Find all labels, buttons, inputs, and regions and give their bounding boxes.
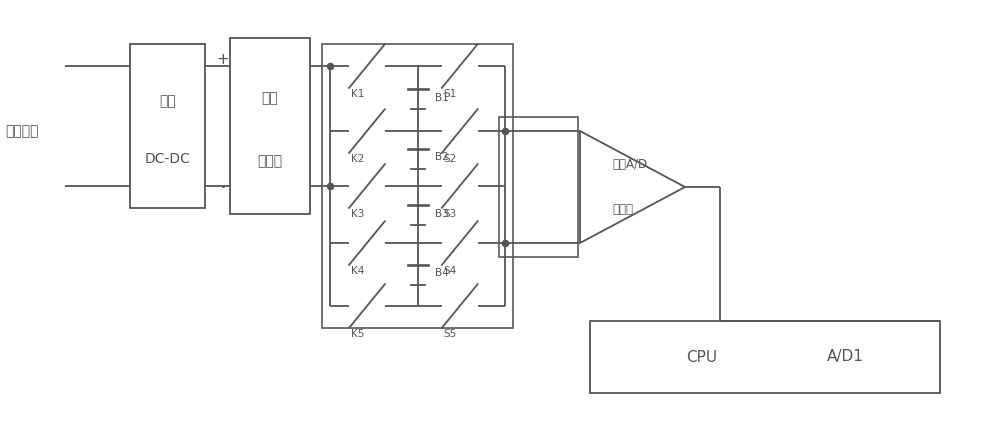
Bar <box>590 321 940 393</box>
Text: S2: S2 <box>444 154 457 164</box>
Text: K3: K3 <box>351 209 364 219</box>
Text: S5: S5 <box>444 329 457 339</box>
Text: 极性: 极性 <box>262 91 278 105</box>
Text: K5: K5 <box>351 329 364 339</box>
Bar <box>230 38 310 214</box>
Text: DC-DC: DC-DC <box>145 152 190 166</box>
Text: 第一A/D: 第一A/D <box>612 158 647 171</box>
Text: K4: K4 <box>351 266 364 276</box>
Text: S1: S1 <box>444 89 457 99</box>
Text: 换向器: 换向器 <box>257 154 283 168</box>
Text: A/D1: A/D1 <box>827 349 864 365</box>
Text: 外部电源: 外部电源 <box>5 124 38 138</box>
Text: B2: B2 <box>435 152 449 163</box>
Text: B1: B1 <box>435 93 449 102</box>
Bar <box>130 44 205 208</box>
Text: 变换器: 变换器 <box>612 203 633 216</box>
Text: +: + <box>217 53 229 67</box>
Text: K1: K1 <box>351 89 364 99</box>
Text: K2: K2 <box>351 154 364 164</box>
Text: S4: S4 <box>444 266 457 276</box>
Text: ·: · <box>220 178 226 198</box>
Text: B4: B4 <box>435 269 449 279</box>
Text: B3: B3 <box>435 208 449 218</box>
Text: CPU: CPU <box>686 349 718 365</box>
Bar <box>322 44 513 328</box>
Text: 双向: 双向 <box>159 94 176 108</box>
Bar <box>499 117 578 257</box>
Text: S3: S3 <box>444 209 457 219</box>
